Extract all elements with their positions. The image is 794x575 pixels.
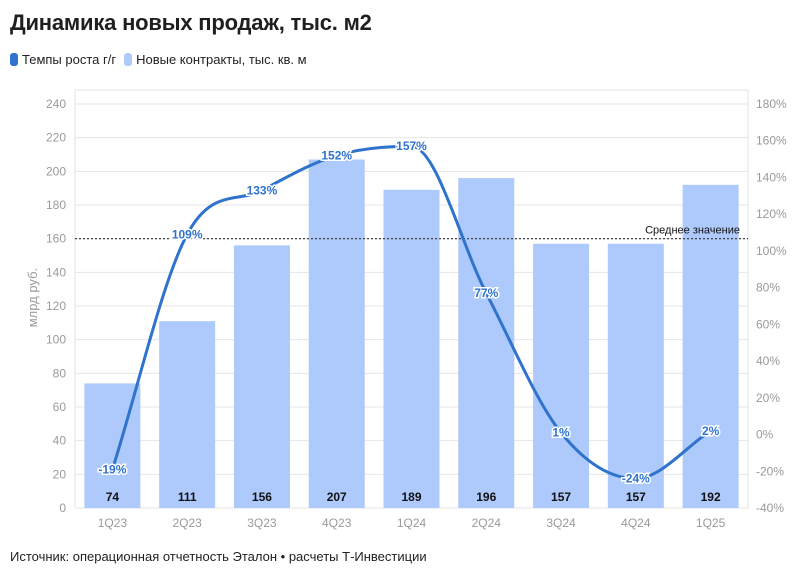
y-tick-label: 140 bbox=[46, 265, 66, 279]
x-tick-label: 1Q24 bbox=[397, 516, 427, 530]
y-tick-label: 180 bbox=[46, 198, 66, 212]
legend-item-contracts: Новые контракты, тыс. кв. м bbox=[124, 52, 307, 67]
y-tick-label: 100 bbox=[46, 333, 66, 347]
x-tick-label: 3Q23 bbox=[247, 516, 277, 530]
y2-tick-label: 80% bbox=[756, 281, 780, 295]
x-tick-label: 3Q24 bbox=[546, 516, 576, 530]
line-point-label: 1% bbox=[552, 426, 570, 440]
y-tick-label: 40 bbox=[53, 434, 67, 448]
bar-value-label: 189 bbox=[401, 490, 421, 504]
legend-item-growth: Темпы роста г/г bbox=[10, 52, 116, 67]
y-tick-label: 120 bbox=[46, 299, 66, 313]
y-tick-label: 80 bbox=[53, 366, 67, 380]
y-tick-label: 240 bbox=[46, 97, 66, 111]
bar-value-label: 74 bbox=[106, 490, 120, 504]
y2-tick-label: -40% bbox=[756, 501, 784, 515]
line-point-label: 77% bbox=[474, 286, 498, 300]
legend-swatch-bar bbox=[124, 53, 133, 66]
y2-tick-label: 20% bbox=[756, 391, 780, 405]
growth-line bbox=[110, 144, 713, 481]
chart-title: Динамика новых продаж, тыс. м2 bbox=[10, 10, 372, 35]
line-point-label: 2% bbox=[702, 424, 720, 438]
y-tick-label: 60 bbox=[53, 400, 67, 414]
line-point-label: 157% bbox=[396, 139, 427, 153]
bar bbox=[233, 245, 290, 508]
y2-tick-label: -20% bbox=[756, 464, 784, 478]
y2-tick-label: 40% bbox=[756, 354, 780, 368]
x-tick-label: 4Q24 bbox=[621, 516, 651, 530]
y2-tick-label: 60% bbox=[756, 317, 780, 331]
x-tick-label: 2Q23 bbox=[172, 516, 202, 530]
reference-line-label: Среднее значение bbox=[645, 225, 740, 237]
x-tick-label: 1Q23 bbox=[98, 516, 128, 530]
chart-legend: Темпы роста г/г Новые контракты, тыс. кв… bbox=[10, 52, 315, 67]
bar bbox=[383, 189, 440, 508]
bar-value-label: 157 bbox=[626, 490, 646, 504]
source-note: Источник: операционная отчетность Эталон… bbox=[10, 549, 427, 564]
x-tick-label: 4Q23 bbox=[322, 516, 352, 530]
y2-tick-label: 140% bbox=[756, 170, 787, 184]
y-tick-label: 220 bbox=[46, 131, 66, 145]
y-tick-label: 160 bbox=[46, 232, 66, 246]
y-axis-title: млрд руб. bbox=[25, 268, 40, 327]
bar-value-label: 207 bbox=[327, 490, 347, 504]
y-tick-label: 200 bbox=[46, 164, 66, 178]
y2-tick-label: 120% bbox=[756, 207, 787, 221]
bar-value-label: 157 bbox=[551, 490, 571, 504]
x-tick-label: 2Q24 bbox=[472, 516, 502, 530]
line-point-label: 133% bbox=[247, 183, 278, 197]
y-tick-label: 0 bbox=[59, 501, 66, 515]
bar bbox=[458, 178, 515, 509]
line-point-label: -24% bbox=[622, 472, 650, 486]
bar-value-label: 156 bbox=[252, 490, 272, 504]
line-point-label: 152% bbox=[321, 148, 352, 162]
legend-label-growth: Темпы роста г/г bbox=[22, 52, 117, 67]
y2-tick-label: 160% bbox=[756, 134, 787, 148]
y-tick-label: 20 bbox=[53, 467, 67, 481]
bar bbox=[308, 159, 365, 509]
line-point-label: 109% bbox=[172, 227, 203, 241]
bar-value-label: 192 bbox=[701, 490, 721, 504]
legend-swatch-line bbox=[10, 53, 18, 66]
bar bbox=[533, 243, 590, 508]
legend-label-contracts: Новые контракты, тыс. кв. м bbox=[136, 52, 307, 67]
y2-tick-label: 180% bbox=[756, 97, 787, 111]
x-tick-label: 1Q25 bbox=[696, 516, 726, 530]
line-point-label: -19% bbox=[98, 462, 126, 476]
bar bbox=[607, 243, 664, 508]
bar bbox=[159, 321, 216, 508]
bar-value-label: 196 bbox=[476, 490, 496, 504]
bar-value-label: 111 bbox=[178, 490, 197, 504]
y2-tick-label: 100% bbox=[756, 244, 787, 258]
y2-tick-label: 0% bbox=[756, 428, 774, 442]
